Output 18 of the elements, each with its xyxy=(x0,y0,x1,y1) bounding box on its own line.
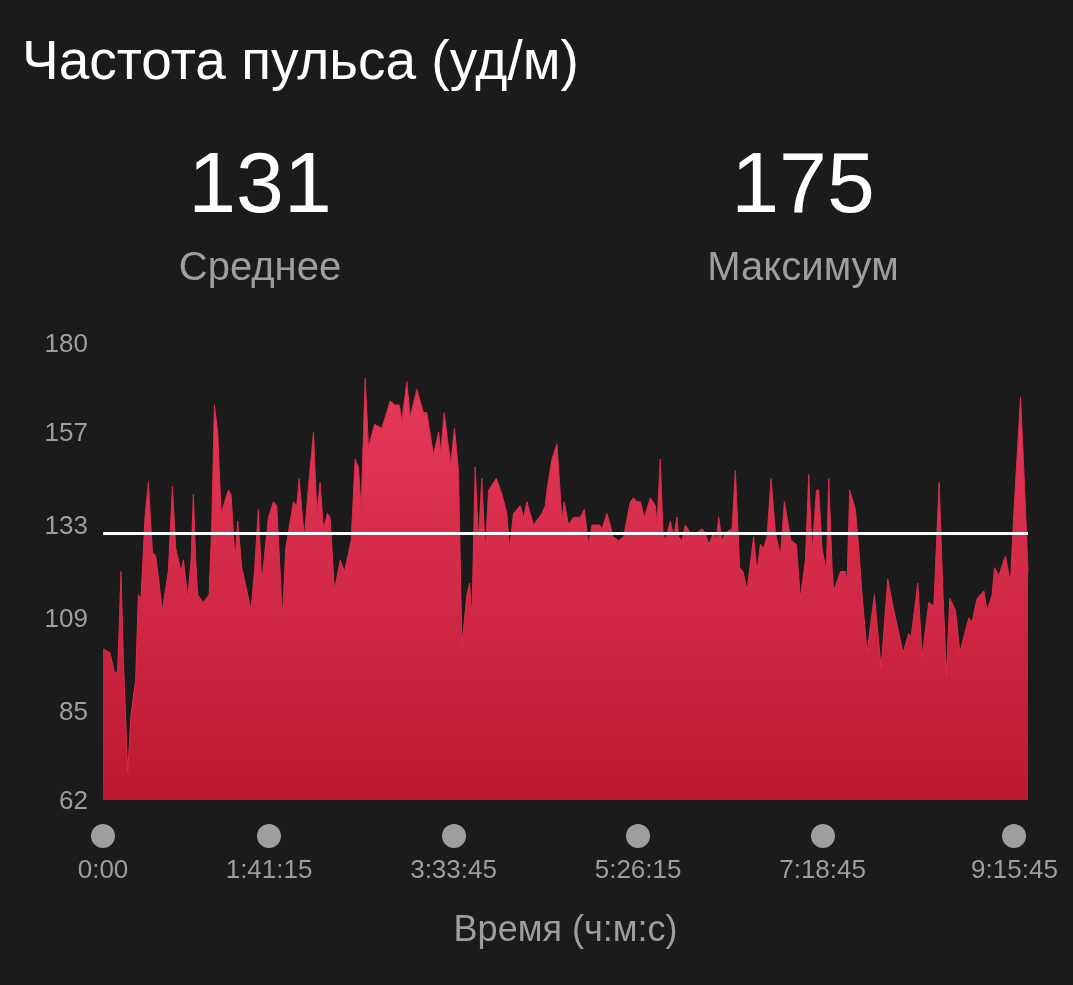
text: 175 xyxy=(730,134,876,230)
text: Среднее xyxy=(177,244,343,288)
y-tick-label: 85 xyxy=(59,695,88,726)
x-axis-title: Время (ч:м:с) xyxy=(453,907,678,949)
chart-title: Частота пульса (уд/м) xyxy=(22,29,579,91)
y-tick-label: 109 xyxy=(44,602,88,633)
y-tick-label: 62 xyxy=(59,785,88,815)
y-tick-label: 133 xyxy=(44,510,88,541)
x-tick-label: 7:18:45 xyxy=(779,854,866,884)
y-tick-label: 157 xyxy=(44,417,88,448)
x-tick-label: 9:15:45 xyxy=(971,854,1058,884)
x-tick-label: 5:26:15 xyxy=(594,854,682,884)
x-tick-label: 3:33:45 xyxy=(410,854,497,884)
text: Максимум xyxy=(706,244,900,288)
text: 131 xyxy=(187,134,333,230)
x-tick-label: 1:41:15 xyxy=(225,854,313,884)
x-tick-label: 0:00 xyxy=(77,854,129,884)
y-tick-label: 180 xyxy=(44,328,88,358)
